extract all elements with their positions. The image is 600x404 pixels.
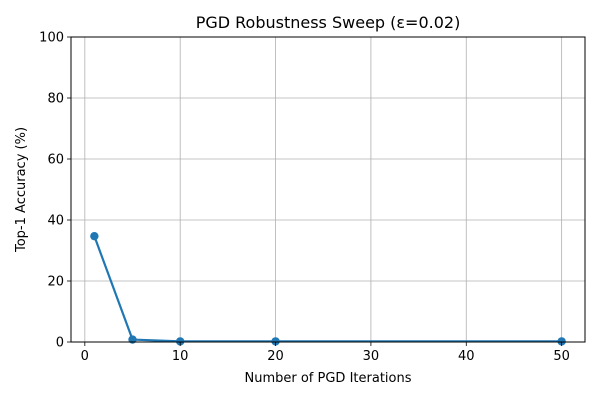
x-tick-label: 20: [267, 349, 284, 364]
data-point: [90, 231, 99, 241]
y-tick-label: 20: [47, 275, 64, 290]
x-axis-label: Number of PGD Iterations: [245, 371, 412, 386]
y-tick-label: 80: [47, 92, 64, 107]
data-point: [557, 337, 566, 346]
y-tick-label: 40: [47, 214, 64, 229]
series-layer: [90, 231, 566, 346]
y-tick-label: 0: [56, 336, 64, 351]
x-tick-label: 30: [363, 349, 380, 364]
x-tick-label: 40: [458, 349, 475, 364]
x-tick-label: 50: [553, 349, 570, 364]
y-axis-label: Top-1 Accuracy (%): [14, 127, 29, 253]
axis-ticks: 0 10 20 30 40 50 0 20 40 60 80 100: [39, 31, 570, 365]
y-tick-label: 100: [39, 31, 64, 46]
plot-frame: [70, 36, 586, 343]
x-tick-label: 0: [81, 349, 89, 364]
data-point: [271, 337, 280, 346]
chart-title: PGD Robustness Sweep (ε=0.02): [196, 13, 461, 32]
x-tick-label: 10: [172, 349, 189, 364]
y-tick-label: 60: [47, 153, 64, 168]
data-point: [175, 337, 185, 346]
